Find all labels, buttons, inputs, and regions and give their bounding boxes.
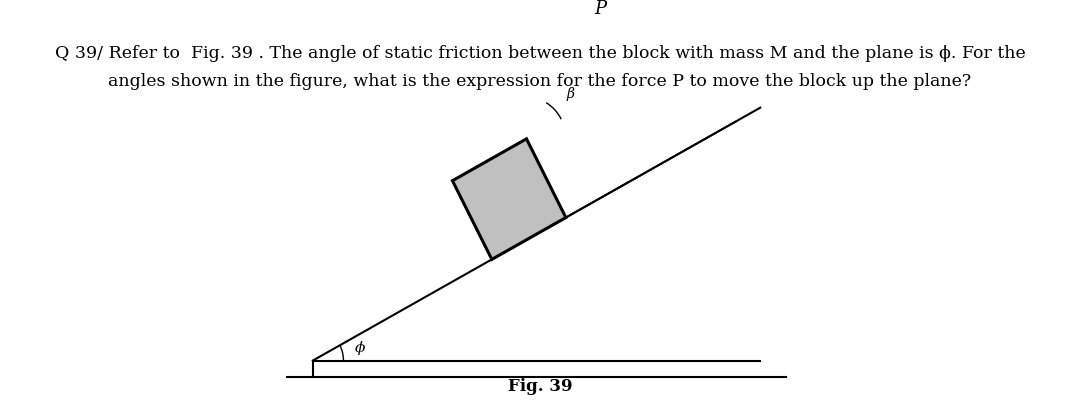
Text: Fig. 39: Fig. 39	[508, 378, 572, 395]
Text: angles shown in the figure, what is the expression for the force P to move the b: angles shown in the figure, what is the …	[108, 73, 972, 90]
Text: Q 39/ Refer to  Fig. 39 . The angle of static friction between the block with ma: Q 39/ Refer to Fig. 39 . The angle of st…	[55, 45, 1025, 62]
Polygon shape	[453, 139, 566, 259]
Text: P: P	[594, 0, 606, 18]
Text: β: β	[566, 87, 575, 101]
Text: ϕ: ϕ	[355, 341, 365, 355]
